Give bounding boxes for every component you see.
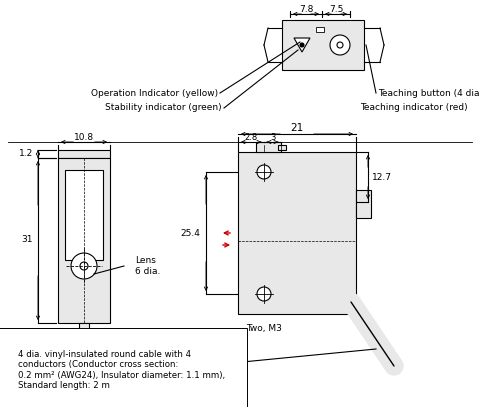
Bar: [79, 323, 89, 341]
Circle shape: [80, 262, 88, 270]
Text: 3: 3: [270, 133, 275, 142]
Text: 4 dia. vinyl-insulated round cable with 4
conductors (Conductor cross section:
0: 4 dia. vinyl-insulated round cable with …: [18, 350, 225, 390]
Text: 2.8: 2.8: [244, 133, 257, 142]
Circle shape: [300, 43, 303, 47]
Bar: [238, 152, 355, 314]
Polygon shape: [293, 38, 309, 52]
Text: 7.5: 7.5: [328, 4, 342, 13]
Text: Two, M3: Two, M3: [245, 324, 281, 333]
Bar: [355, 190, 370, 218]
Text: Teaching indicator (red): Teaching indicator (red): [359, 103, 467, 112]
Text: 7.8: 7.8: [298, 4, 312, 13]
Text: Stability indicator (green): Stability indicator (green): [105, 103, 222, 112]
Bar: [281, 20, 363, 70]
Bar: [277, 145, 286, 150]
Text: 1.2: 1.2: [19, 149, 33, 158]
Bar: [65, 170, 103, 260]
Text: 31: 31: [22, 236, 33, 245]
Text: 12.7: 12.7: [371, 173, 391, 182]
Text: Operation Indicator (yellow): Operation Indicator (yellow): [91, 88, 217, 98]
Bar: [315, 27, 324, 32]
Circle shape: [348, 300, 362, 314]
Text: 25.4: 25.4: [180, 228, 200, 238]
Text: 10.8: 10.8: [74, 133, 94, 142]
Circle shape: [256, 287, 270, 301]
Circle shape: [256, 165, 270, 179]
Text: Teaching button (4 dia.): Teaching button (4 dia.): [377, 88, 480, 98]
Bar: [255, 142, 280, 152]
Text: Lens
6 dia.: Lens 6 dia.: [135, 256, 160, 276]
Bar: [58, 150, 110, 158]
Bar: [58, 158, 110, 323]
Circle shape: [329, 35, 349, 55]
Text: 21: 21: [290, 123, 303, 133]
Circle shape: [336, 42, 342, 48]
Circle shape: [71, 253, 97, 279]
